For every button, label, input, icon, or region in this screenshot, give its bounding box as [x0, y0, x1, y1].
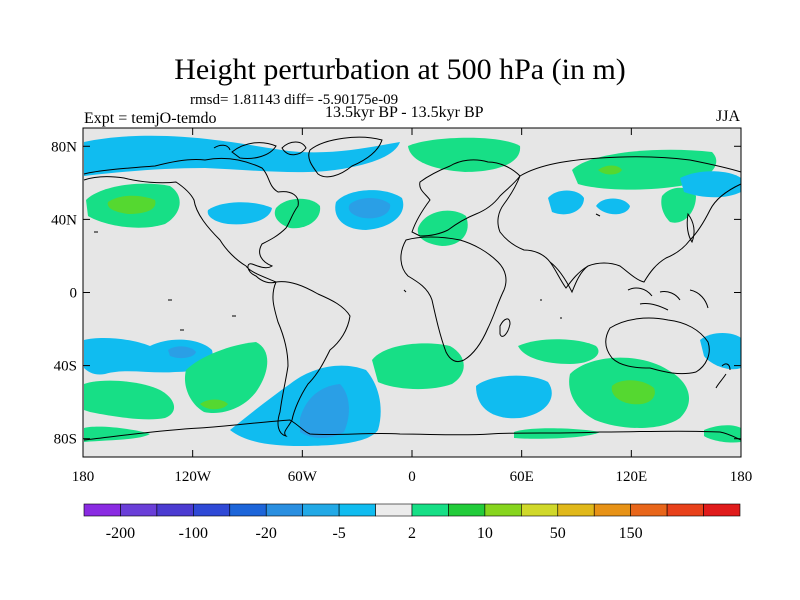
colorbar-swatch	[703, 503, 741, 517]
colorbar-label: -20	[256, 525, 277, 542]
colorbar-swatch	[411, 503, 449, 517]
negative-anomaly-region	[700, 333, 741, 370]
coastline-japan	[686, 212, 695, 244]
colorbar-swatch	[302, 503, 340, 517]
map-title: Height perturbation at 500 hPa (in m)	[174, 53, 626, 86]
colorbar-swatch	[448, 503, 486, 517]
coastline-africa	[400, 236, 507, 363]
colorbar-label: -200	[106, 525, 135, 542]
colorbar-label: 50	[550, 525, 566, 542]
x-tick-label: 120E	[615, 469, 647, 485]
colorbar-swatch	[557, 503, 595, 517]
x-tick-label: 60E	[510, 469, 534, 485]
negative-anomaly-region	[680, 171, 741, 198]
coastline-madagascar	[499, 318, 511, 337]
positive-anomaly-core	[598, 165, 622, 175]
season-label: JJA	[715, 108, 740, 125]
positive-anomaly-core	[107, 195, 156, 214]
colorbar-label: 10	[477, 525, 493, 542]
y-tick-label: 0	[70, 286, 78, 302]
positive-anomaly-region	[514, 428, 600, 439]
colorbar-swatch	[229, 503, 267, 517]
negative-anomaly-core	[300, 384, 349, 438]
coastline-southeast-asia	[627, 287, 709, 311]
positive-anomaly-core	[611, 380, 655, 405]
colorbar-swatch	[156, 503, 194, 517]
positive-anomaly-region	[661, 187, 696, 223]
colorbar-label: 2	[408, 525, 416, 542]
colorbar-swatch	[375, 503, 413, 517]
colorbar-label: -5	[332, 525, 345, 542]
positive-anomaly-region	[518, 339, 599, 364]
negative-anomaly-core	[348, 198, 391, 219]
negative-anomaly-region	[84, 135, 400, 176]
negative-anomaly-core	[168, 346, 196, 359]
experiment-label: Expt = temjO-temdo	[84, 110, 217, 127]
x-tick-label: 120W	[174, 469, 212, 485]
positive-anomaly-region	[408, 137, 521, 172]
coastline-new-zealand	[715, 363, 731, 389]
colorbar-swatch	[521, 503, 559, 517]
stats-label: rmsd= 1.81143 diff= -5.90175e-09	[190, 92, 399, 108]
period-label: 13.5kyr BP - 13.5kyr BP	[325, 104, 484, 121]
negative-anomaly-region	[548, 190, 584, 215]
colorbar-label: 150	[619, 525, 643, 542]
coastline-australia	[605, 317, 710, 375]
coastline-greenland	[308, 136, 383, 178]
coastline-europe	[411, 159, 521, 237]
positive-anomaly-region	[704, 425, 741, 443]
colorbar-swatch	[83, 503, 121, 517]
positive-anomaly-region	[274, 198, 321, 229]
y-axis: 80N 40N 0 40S 80S	[51, 139, 741, 448]
anomaly-contours	[84, 135, 741, 446]
colorbar: -200 -100 -20 -5 2 10 50 150	[83, 503, 741, 542]
y-tick-label: 40N	[51, 212, 77, 228]
x-tick-label: 0	[408, 469, 416, 485]
coastline-south-america	[272, 281, 351, 437]
negative-anomaly-region	[207, 202, 272, 225]
y-tick-label: 40S	[54, 359, 77, 375]
coastline-india	[549, 261, 589, 294]
colorbar-swatch	[484, 503, 522, 517]
colorbar-swatch	[193, 503, 231, 517]
x-tick-label: 180	[72, 469, 95, 485]
x-tick-label: 60W	[288, 469, 318, 485]
negative-anomaly-region	[476, 375, 552, 419]
positive-anomaly-region	[372, 343, 464, 390]
colorbar-swatch	[593, 503, 631, 517]
y-tick-label: 80N	[51, 139, 77, 155]
y-tick-label: 80S	[54, 432, 77, 448]
coastline-north-america	[83, 157, 299, 284]
positive-anomaly-core	[200, 399, 228, 410]
coastlines	[83, 136, 742, 441]
coastline-arctic-islands	[213, 141, 307, 159]
plot-area	[83, 128, 742, 457]
colorbar-swatch	[666, 503, 704, 517]
colorbar-swatch	[630, 503, 668, 517]
coastline-antarctica	[83, 419, 742, 441]
x-tick-label: 180	[730, 469, 753, 485]
colorbar-swatch	[120, 503, 158, 517]
positive-anomaly-region	[572, 149, 717, 190]
negative-anomaly-region	[596, 198, 630, 215]
coastline-small-islands	[94, 213, 601, 331]
colorbar-swatch	[338, 503, 376, 517]
positive-anomaly-region	[184, 342, 268, 414]
positive-anomaly-region	[84, 380, 175, 420]
colorbar-swatch	[265, 503, 303, 517]
colorbar-label: -100	[179, 525, 208, 542]
x-axis: 180 120W 60W 0 60E 120E 180	[72, 128, 753, 485]
